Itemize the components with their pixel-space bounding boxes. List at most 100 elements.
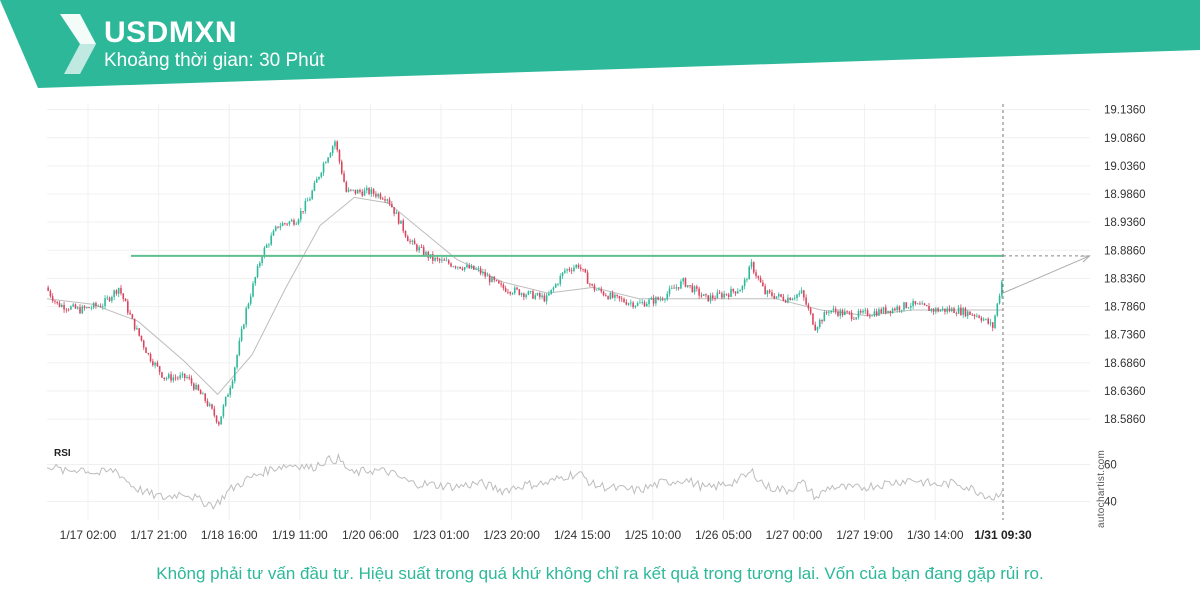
page-subtitle: Khoảng thời gian: 30 Phút [104,50,325,71]
price-tick-label: 18.6360 [1104,386,1146,398]
candle-down [199,390,202,395]
rsi-tick-label: 40 [1104,497,1117,509]
candle-down [129,312,131,315]
candle-up [793,297,796,299]
candle-up [748,266,751,280]
candle-down [889,310,892,314]
candle-up [86,307,88,309]
candle-up [290,220,293,222]
candle-up [976,315,978,317]
candle-down [190,378,193,384]
candle-up [566,269,568,271]
candle-down [757,276,760,278]
candle-down [193,383,195,390]
candle-up [252,283,254,297]
candle-up [331,146,334,154]
candle-up [288,221,291,225]
candle-up [313,182,316,191]
candle-down [99,305,102,307]
candle-up [268,244,270,246]
candle-up [457,266,459,268]
candle-up [227,394,229,397]
time-tick-label: 1/18 16:00 [201,528,258,542]
candle-up [370,189,373,194]
candle-down [504,288,507,292]
candle-up [513,287,516,294]
candle-down [661,299,664,301]
candle-up [486,275,489,277]
candle-up [366,188,368,191]
candle-down [372,189,375,194]
candle-up [830,310,832,313]
candle-down [964,308,967,317]
candle-up [101,306,104,307]
candle-up [650,297,653,300]
time-tick-label: 1/19 11:00 [272,528,328,542]
candle-down [218,422,220,425]
candle-up [400,220,402,224]
candle-down [825,312,828,313]
candle-up [529,291,532,292]
candle-up [318,176,320,180]
candle-up [702,294,705,296]
candle-up [839,310,842,316]
candle-down [905,302,908,308]
candle-up [274,226,277,231]
candle-down [673,287,675,289]
candle-up [222,405,225,417]
candle-up [796,294,798,298]
candle-down [928,306,930,312]
candle-down [727,294,730,297]
candle-down [700,295,703,297]
header-banner [0,0,1200,88]
candle-up [311,190,313,199]
candle-up [864,310,867,312]
candle-down [500,283,502,285]
candle-up [746,279,748,281]
candle-down [538,293,541,297]
candle-down [771,292,773,297]
candle-up [92,302,95,308]
price-tick-label: 19.0860 [1104,133,1146,145]
candle-up [750,262,753,267]
price-tick-label: 18.7860 [1104,302,1146,314]
candle-down [427,251,430,258]
candle-down [805,297,807,305]
price-tick-label: 18.9860 [1104,189,1146,201]
candle-down [145,347,147,354]
candle-down [393,207,395,214]
candle-down [420,247,423,248]
candle-up [329,153,332,158]
candle-down [138,328,140,336]
candle-up [279,226,282,228]
price-tick-label: 19.1360 [1104,105,1146,117]
candle-down [63,304,65,310]
candle-up [907,307,910,309]
candle-down [577,264,580,268]
candle-up [243,324,245,329]
candle-down [768,290,771,293]
candle-up [798,293,801,295]
candle-up [857,311,860,318]
candle-down [789,297,791,301]
candle-up [111,296,113,301]
candle-up [463,267,466,270]
candle-down [461,268,464,270]
candle-down [978,315,980,318]
candle-down [495,280,498,281]
candle-up [136,328,138,330]
candle-up [766,290,769,294]
candle-down [591,283,593,286]
time-tick-label: 1/27 19:00 [836,528,893,542]
candle-up [1001,281,1003,296]
candle-up [666,293,669,300]
rsi-line [46,452,1004,511]
candle-down [937,308,939,312]
candle-up [306,200,309,202]
candle-down [406,236,409,242]
candle-down [605,295,607,297]
candle-up [554,284,557,288]
candle-down [188,377,191,379]
candle-up [921,303,923,305]
candle-up [482,271,484,274]
